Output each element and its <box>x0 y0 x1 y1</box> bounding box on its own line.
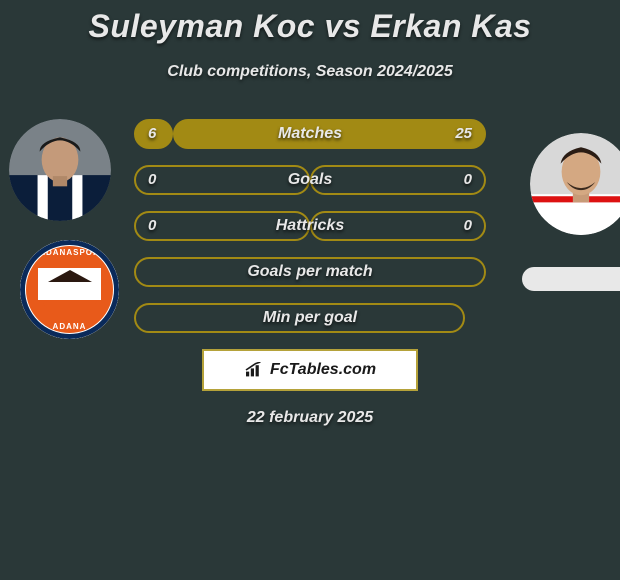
stats-column: Matches625Goals00Hattricks00Goals per ma… <box>134 119 486 333</box>
brand-text: FcTables.com <box>270 361 376 379</box>
avatar-placeholder-icon <box>9 119 111 221</box>
stat-value-right: 0 <box>432 211 472 241</box>
stat-value-right: 0 <box>432 165 472 195</box>
stat-row: Matches625 <box>134 119 486 149</box>
stat-row: Min per goal <box>134 303 486 333</box>
stat-value-left: 0 <box>148 165 188 195</box>
date-line: 22 february 2025 <box>0 409 620 427</box>
stat-label: Min per goal <box>134 303 486 333</box>
stat-value-left: 0 <box>148 211 188 241</box>
brand-box[interactable]: FcTables.com <box>202 349 418 391</box>
stat-row: Goals per match <box>134 257 486 287</box>
subtitle: Club competitions, Season 2024/2025 <box>0 63 620 81</box>
stats-area: ADANASPOR ADANA Matches625Goals00Hattric… <box>0 119 620 333</box>
player-left-avatar <box>9 119 111 221</box>
team-left-badge: ADANASPOR ADANA <box>20 240 119 339</box>
stat-value-right: 25 <box>432 119 472 149</box>
stat-value-left: 6 <box>148 119 188 149</box>
stat-row: Hattricks00 <box>134 211 486 241</box>
player-right-avatar <box>530 133 620 235</box>
chart-icon <box>244 362 264 378</box>
team-right-badge <box>522 267 620 291</box>
comparison-card: Suleyman Koc vs Erkan Kas Club competiti… <box>0 0 620 427</box>
page-title: Suleyman Koc vs Erkan Kas <box>0 8 620 45</box>
avatar-placeholder-icon <box>530 133 620 235</box>
stat-label: Goals per match <box>134 257 486 287</box>
stat-row: Goals00 <box>134 165 486 195</box>
